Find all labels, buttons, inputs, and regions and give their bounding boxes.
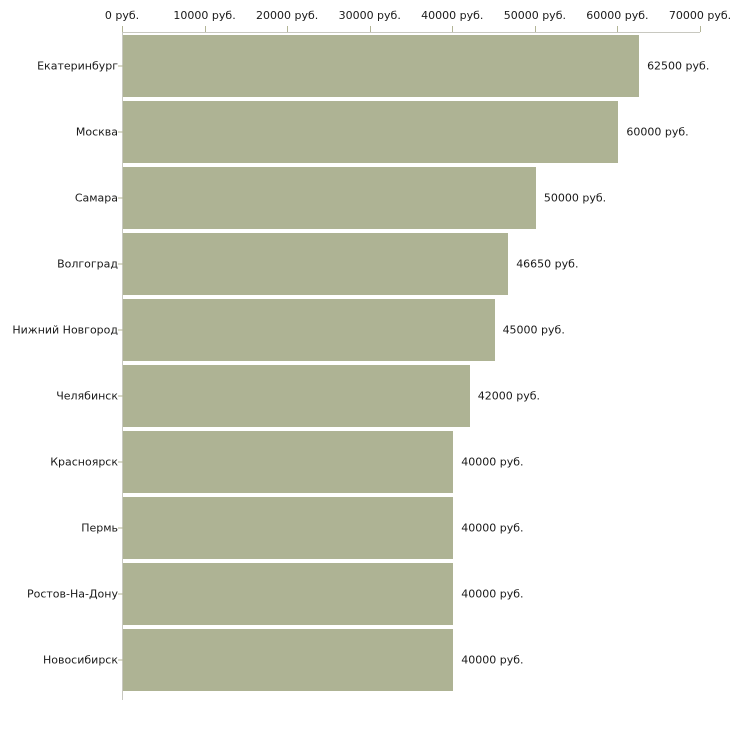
category-tick-mark (118, 329, 123, 331)
x-axis-tick-label: 40000 руб. (421, 9, 484, 22)
bar-value-label: 40000 руб. (461, 521, 524, 535)
category-label: Самара (74, 191, 118, 205)
category-tick-mark (118, 131, 123, 133)
bar-value-label: 46650 руб. (516, 257, 579, 271)
bar-row: Нижний Новгород 45000 руб. (0, 299, 730, 361)
category-label: Нижний Новгород (12, 323, 118, 337)
bar-value-label: 60000 руб. (626, 125, 689, 139)
x-axis-tick-label: 30000 руб. (338, 9, 401, 22)
bar[interactable] (123, 629, 454, 691)
category-tick-mark (118, 527, 123, 529)
x-axis-tick-mark (369, 26, 371, 32)
x-axis-tick-mark (287, 26, 289, 32)
category-label: Волгоград (57, 257, 118, 271)
category-label: Новосибирск (42, 653, 118, 667)
category-tick-mark (118, 659, 123, 661)
category-tick-mark (118, 395, 123, 397)
bar-value-label: 40000 руб. (461, 455, 524, 469)
bar[interactable] (123, 233, 509, 295)
bar-value-label: 62500 руб. (647, 59, 710, 73)
bar-value-label: 50000 руб. (543, 191, 607, 205)
x-axis-tick-mark (122, 26, 123, 32)
x-axis-tick-label: 60000 руб. (586, 9, 649, 22)
category-tick-mark (118, 197, 123, 199)
bar-value-label: 45000 руб. (502, 323, 565, 337)
bar-row: Челябинск 42000 руб. (0, 365, 730, 427)
bar-value-label: 42000 руб. (477, 389, 541, 403)
bar[interactable] (123, 299, 495, 361)
category-label: Челябинск (56, 389, 118, 403)
category-label: Красноярск (50, 455, 118, 469)
bar-row: Новосибирск 40000 руб. (0, 629, 730, 691)
bar-row: Волгоград 46650 руб. (0, 233, 730, 295)
bar[interactable] (123, 35, 640, 97)
bar-value-label: 40000 руб. (461, 587, 524, 601)
category-tick-mark (118, 593, 123, 595)
y-axis-line (122, 32, 123, 700)
bar-row: Ростов-На-Дону 40000 руб. (0, 563, 730, 625)
x-axis-tick-mark (534, 26, 536, 32)
x-axis-tick-label: 10000 руб. (173, 9, 236, 22)
bar[interactable] (123, 563, 454, 625)
bar-row: Москва 60000 руб. (0, 101, 730, 163)
x-axis-tick-mark (700, 26, 701, 32)
x-axis-tick-label: 20000 руб. (256, 9, 319, 22)
category-label: Ростов-На-Дону (26, 587, 118, 601)
category-tick-mark (118, 65, 123, 67)
x-axis-tick-label: 50000 руб. (503, 9, 566, 22)
bar[interactable] (123, 431, 454, 493)
x-axis-tick-mark (452, 26, 454, 32)
category-tick-mark (118, 263, 123, 265)
category-label: Пермь (81, 521, 118, 535)
x-axis-line (122, 32, 700, 33)
bar-row: Пермь 40000 руб. (0, 497, 730, 559)
x-axis-tick-mark (204, 26, 206, 32)
category-label: Екатеринбург (37, 59, 118, 73)
bar[interactable] (123, 167, 536, 229)
x-axis-tick-label: 0 руб. (104, 9, 140, 22)
bar[interactable] (123, 365, 470, 427)
bar[interactable] (123, 101, 619, 163)
x-axis-tick-mark (617, 26, 619, 32)
category-tick-mark (118, 461, 123, 463)
x-axis-tick-label: 70000 руб. (668, 9, 730, 22)
bar-value-label: 40000 руб. (461, 653, 524, 667)
bar-row: Красноярск 40000 руб. (0, 431, 730, 493)
category-label: Москва (75, 125, 118, 139)
bar-row: Самара 50000 руб. (0, 167, 730, 229)
bar-row: Екатеринбург 62500 руб. (0, 35, 730, 97)
bar[interactable] (123, 497, 454, 559)
